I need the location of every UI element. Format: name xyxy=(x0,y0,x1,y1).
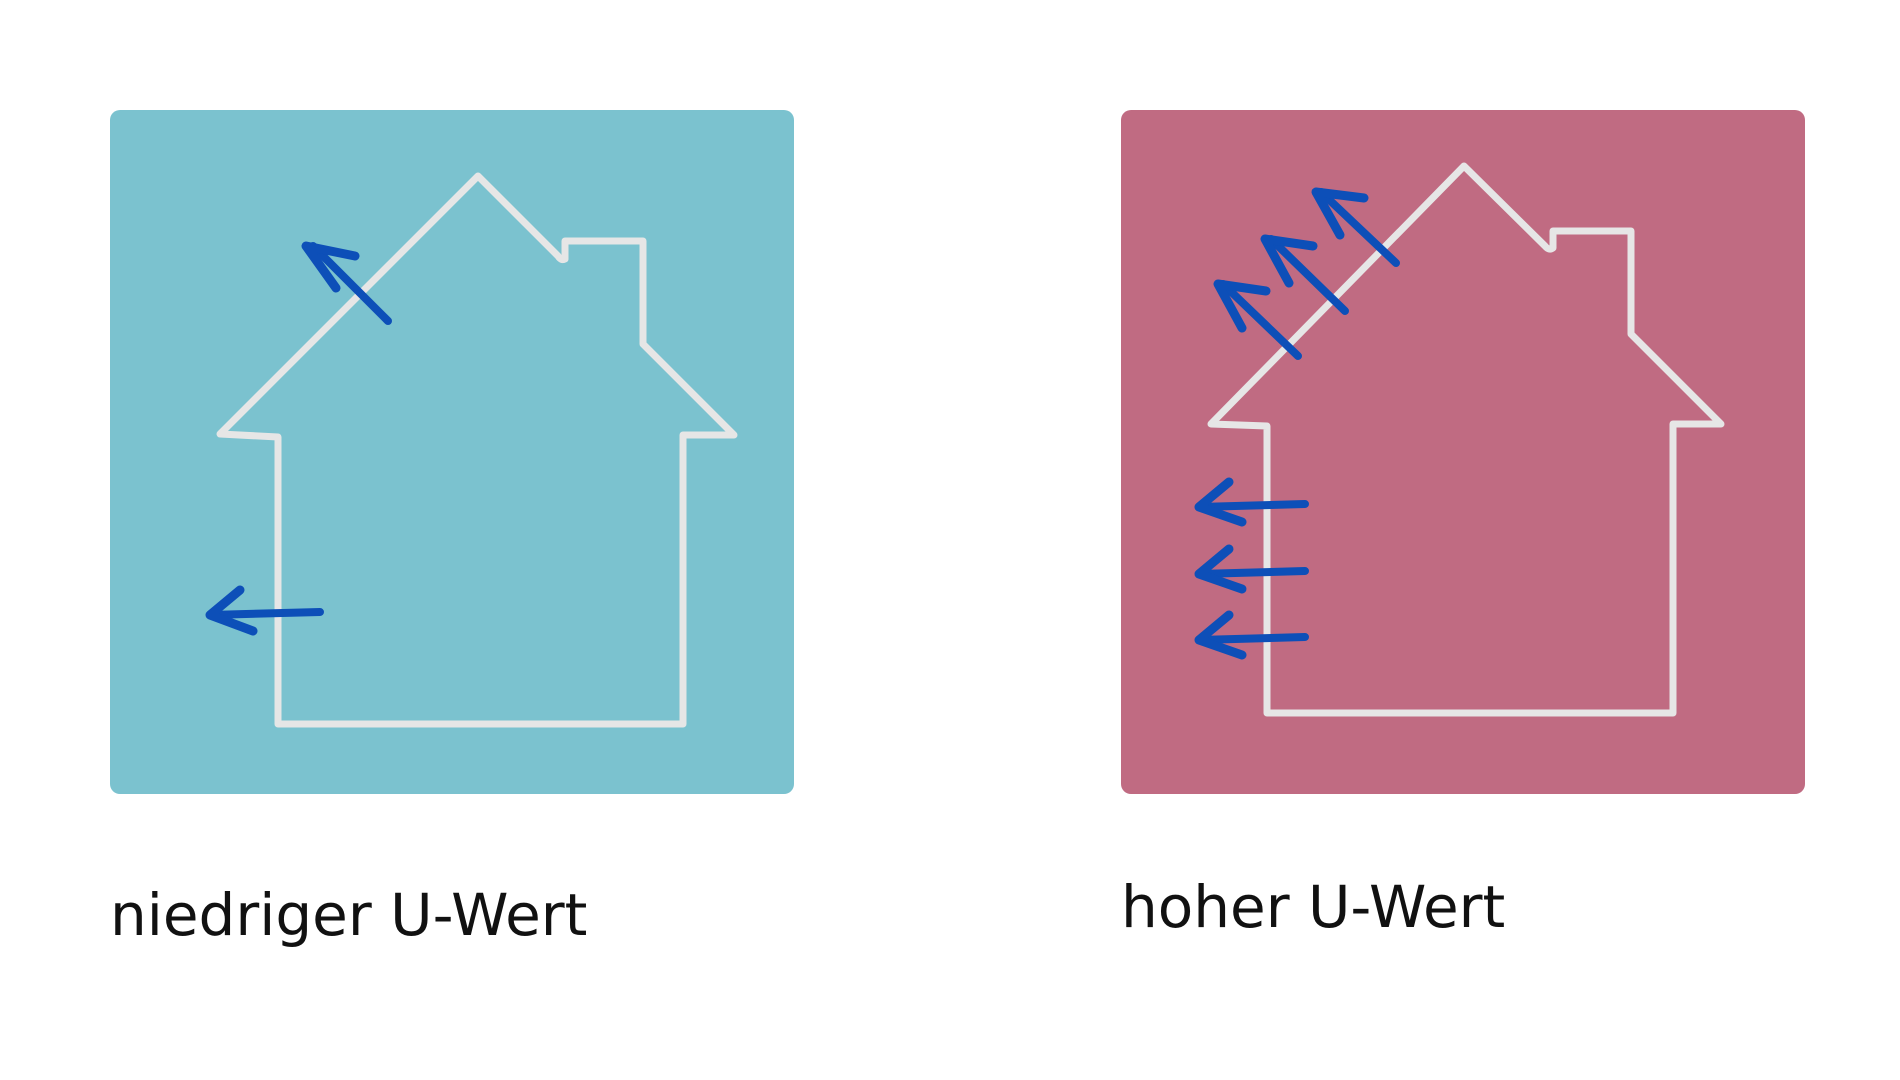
low-u-value-caption: niedriger U-Wert xyxy=(110,881,588,949)
low-u-value-panel xyxy=(110,110,794,794)
heat-loss-arrows-wall xyxy=(1194,477,1309,660)
roof-heat-arrow-2 xyxy=(1260,234,1349,315)
roof-heat-arrow-1 xyxy=(1213,279,1302,360)
wall-heat-arrow-2 xyxy=(1194,544,1309,594)
heat-loss-arrows-roof xyxy=(301,241,392,325)
high-u-value-caption: hoher U-Wert xyxy=(1121,873,1506,941)
low-u-value-diagram xyxy=(205,172,738,728)
heat-loss-arrows-wall xyxy=(205,585,324,636)
high-u-value-diagram xyxy=(1194,162,1725,717)
house-outline xyxy=(216,172,738,728)
wall-heat-arrow-3 xyxy=(1194,610,1309,660)
wall-heat-arrow-1 xyxy=(1194,477,1309,527)
roof-heat-arrow-3 xyxy=(1311,187,1400,267)
roof-heat-arrow xyxy=(301,241,392,325)
house-outline xyxy=(1207,162,1725,717)
wall-heat-arrow xyxy=(205,585,324,636)
heat-loss-arrows-roof xyxy=(1213,187,1400,360)
high-u-value-panel xyxy=(1121,110,1805,794)
